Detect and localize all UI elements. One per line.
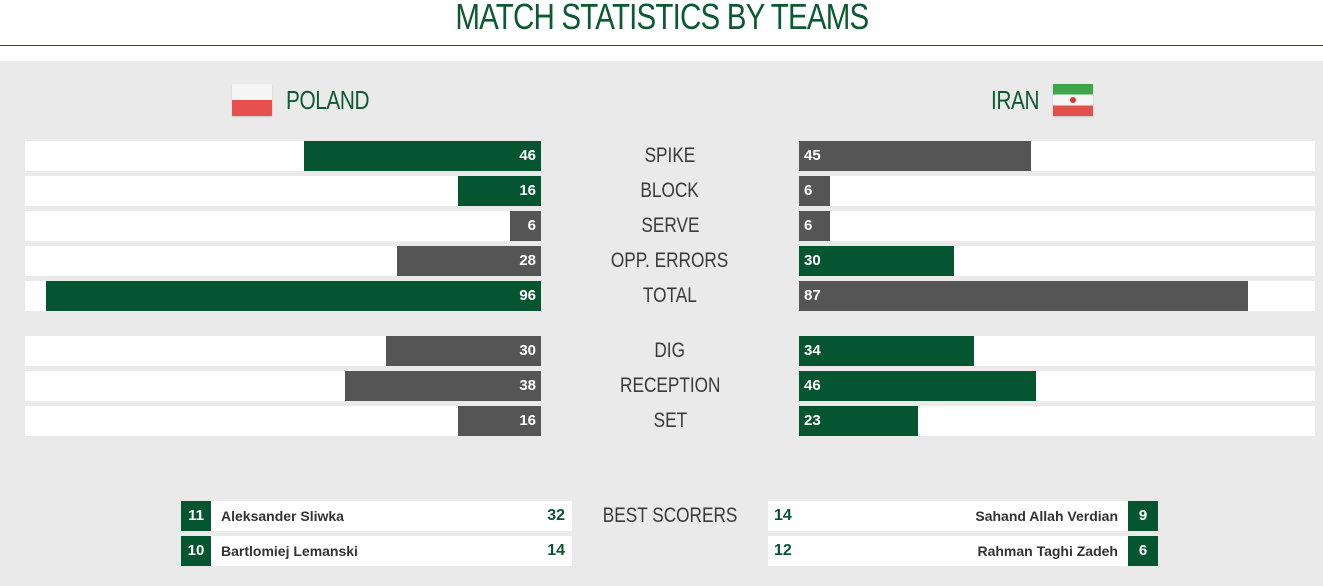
home-bar: 96 xyxy=(46,281,541,311)
away-bar: 46 xyxy=(799,371,1036,401)
stat-row: 16 6 BLOCK xyxy=(25,176,1315,206)
away-bar: 23 xyxy=(799,406,918,436)
away-bar: 34 xyxy=(799,336,974,366)
stat-label: SET xyxy=(653,409,687,432)
iran-flag-icon xyxy=(1053,84,1093,116)
away-bar: 45 xyxy=(799,141,1031,171)
away-bar-track: 6 xyxy=(799,176,1315,206)
player-name: Aleksander Sliwka xyxy=(221,508,344,524)
stat-label: OPP. ERRORS xyxy=(611,249,729,272)
stat-label: RECEPTION xyxy=(619,374,721,397)
home-bar: 16 xyxy=(458,176,541,206)
home-bar: 30 xyxy=(386,336,541,366)
stat-label: TOTAL xyxy=(643,284,697,307)
home-value: 38 xyxy=(519,377,536,394)
home-value: 16 xyxy=(519,182,536,199)
player-points: 12 xyxy=(774,542,792,559)
home-value: 46 xyxy=(519,147,536,164)
home-bar-track: 96 xyxy=(25,281,541,311)
stat-row: 6 6 SERVE xyxy=(25,211,1315,241)
away-value: 45 xyxy=(804,147,821,164)
best-scorers-label: BEST SCORERS xyxy=(602,504,738,527)
home-scorer-row: 11 Aleksander Sliwka 32 xyxy=(181,501,572,531)
home-bar-track: 6 xyxy=(25,211,541,241)
away-bar-track: 46 xyxy=(799,371,1315,401)
stat-row: 46 45 SPIKE xyxy=(25,141,1315,171)
jersey-number: 6 xyxy=(1128,536,1158,566)
home-bar: 6 xyxy=(510,211,541,241)
header-divider xyxy=(0,45,1323,46)
player-points: 14 xyxy=(547,542,565,559)
home-bar: 38 xyxy=(345,371,541,401)
home-value: 28 xyxy=(519,252,536,269)
home-bar-track: 30 xyxy=(25,336,541,366)
home-value: 16 xyxy=(519,412,536,429)
away-bar: 30 xyxy=(799,246,954,276)
home-value: 96 xyxy=(519,287,536,304)
home-bar: 28 xyxy=(397,246,541,276)
player-name: Rahman Taghi Zadeh xyxy=(977,543,1118,559)
jersey-number: 10 xyxy=(181,536,211,566)
jersey-number: 9 xyxy=(1128,501,1158,531)
away-bar-track: 87 xyxy=(799,281,1315,311)
player-name: Bartlomiej Lemanski xyxy=(221,543,358,559)
stat-row: 30 34 DIG xyxy=(25,336,1315,366)
home-value: 6 xyxy=(527,217,536,234)
jersey-number: 11 xyxy=(181,501,211,531)
away-value: 23 xyxy=(804,412,821,429)
away-value: 6 xyxy=(804,217,813,234)
team-away: IRAN xyxy=(979,84,1093,116)
away-bar-track: 23 xyxy=(799,406,1315,436)
home-bar-track: 16 xyxy=(25,406,541,436)
home-bar-track: 46 xyxy=(25,141,541,171)
home-bar-track: 16 xyxy=(25,176,541,206)
away-bar-track: 34 xyxy=(799,336,1315,366)
team-home-name: POLAND xyxy=(286,84,370,115)
away-bar-track: 30 xyxy=(799,246,1315,276)
stat-row: 28 30 OPP. ERRORS xyxy=(25,246,1315,276)
away-bar-track: 45 xyxy=(799,141,1315,171)
stat-row: 96 87 TOTAL xyxy=(25,281,1315,311)
away-scorer-row: 14 Sahand Allah Verdian 9 xyxy=(768,501,1158,531)
stat-row: 38 46 RECEPTION xyxy=(25,371,1315,401)
away-value: 87 xyxy=(804,287,821,304)
home-bar-track: 38 xyxy=(25,371,541,401)
away-value: 46 xyxy=(804,377,821,394)
page-title: MATCH STATISTICS BY TEAMS xyxy=(454,0,869,37)
stat-row: 16 23 SET xyxy=(25,406,1315,436)
home-bar: 46 xyxy=(304,141,541,171)
team-away-name: IRAN xyxy=(990,84,1040,115)
stat-label: SPIKE xyxy=(644,144,696,167)
player-points: 32 xyxy=(547,507,565,524)
away-bar-track: 6 xyxy=(799,211,1315,241)
away-value: 30 xyxy=(804,252,821,269)
away-bar: 87 xyxy=(799,281,1248,311)
home-scorer-row: 10 Bartlomiej Lemanski 14 xyxy=(181,536,572,566)
team-home: POLAND xyxy=(232,84,390,116)
home-bar-track: 28 xyxy=(25,246,541,276)
stat-label: BLOCK xyxy=(640,179,700,202)
home-bar: 16 xyxy=(458,406,541,436)
player-name: Sahand Allah Verdian xyxy=(975,508,1118,524)
player-points: 14 xyxy=(774,507,792,524)
away-bar: 6 xyxy=(799,211,830,241)
away-value: 34 xyxy=(804,342,821,359)
poland-flag-icon xyxy=(232,84,272,116)
stat-label: SERVE xyxy=(640,214,700,237)
away-value: 6 xyxy=(804,182,813,199)
home-value: 30 xyxy=(519,342,536,359)
away-scorer-row: 12 Rahman Taghi Zadeh 6 xyxy=(768,536,1158,566)
page-header: MATCH STATISTICS BY TEAMS xyxy=(0,0,1323,46)
stat-label: DIG xyxy=(654,339,686,362)
away-bar: 6 xyxy=(799,176,830,206)
